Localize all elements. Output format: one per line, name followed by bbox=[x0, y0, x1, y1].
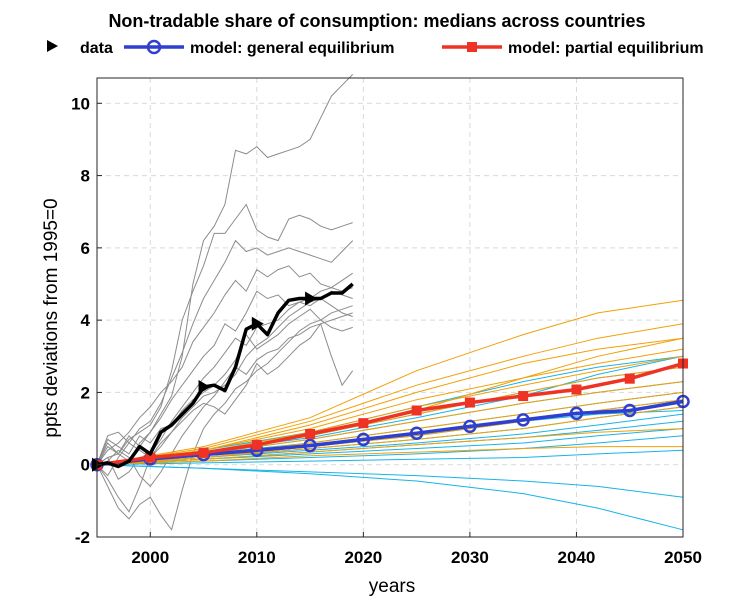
country-data-line bbox=[96, 203, 353, 465]
country-partial-line bbox=[96, 348, 684, 466]
country-data-line bbox=[96, 308, 353, 465]
point-partial bbox=[411, 405, 422, 416]
country-data-line bbox=[96, 322, 354, 465]
x-tick-label: 2040 bbox=[558, 548, 596, 567]
point-data bbox=[251, 316, 264, 331]
y-tick-label: 6 bbox=[81, 239, 90, 258]
country-general-line bbox=[96, 449, 684, 466]
legend-entry-partial-equilibrium: model: partial equilibrium bbox=[442, 40, 704, 57]
chart-title: Non-tradable share of consumption: media… bbox=[108, 11, 645, 31]
country-data-line bbox=[96, 239, 354, 477]
main-series bbox=[90, 282, 690, 472]
y-tick-label: 2 bbox=[81, 383, 90, 402]
point-partial bbox=[624, 373, 635, 384]
point-data bbox=[305, 291, 318, 306]
y-tick-label: 4 bbox=[81, 311, 91, 330]
country-lines bbox=[96, 74, 684, 531]
y-tick-label: 10 bbox=[71, 94, 90, 113]
x-axis-label: years bbox=[369, 576, 415, 597]
legend-marker-circle-icon bbox=[146, 39, 162, 55]
x-tick-label: 2000 bbox=[131, 548, 169, 567]
legend-marker-triangle-icon bbox=[47, 40, 58, 52]
point-general bbox=[516, 413, 530, 427]
point-general bbox=[463, 419, 477, 434]
x-tick-label: 2020 bbox=[344, 548, 382, 567]
point-data bbox=[198, 380, 211, 395]
country-data-line bbox=[96, 265, 353, 465]
point-partial bbox=[305, 428, 316, 439]
legend: data model: general equilibrium model: p… bbox=[47, 39, 704, 57]
legend-label-data: data bbox=[80, 40, 113, 57]
point-general bbox=[569, 406, 584, 421]
y-tick-label: 8 bbox=[81, 167, 90, 186]
country-data-line bbox=[96, 312, 353, 488]
point-partial bbox=[571, 384, 582, 395]
country-partial-line bbox=[96, 337, 684, 466]
point-general bbox=[356, 432, 371, 447]
y-axis-label: ppts deviations from 1995=0 bbox=[41, 198, 62, 437]
country-general-line bbox=[96, 464, 684, 531]
plot-frame bbox=[96, 77, 684, 538]
country-partial-line bbox=[96, 299, 684, 466]
legend-label-general: model: general equilibrium bbox=[190, 40, 394, 57]
point-partial bbox=[251, 439, 262, 450]
point-partial bbox=[198, 447, 209, 458]
series-line-partial bbox=[96, 361, 684, 467]
point-general bbox=[303, 438, 317, 453]
y-tick-label: -2 bbox=[75, 528, 90, 547]
y-tick-label: 0 bbox=[81, 456, 90, 475]
point-partial bbox=[358, 418, 369, 429]
legend-entry-general-equilibrium: model: general equilibrium bbox=[124, 39, 394, 57]
point-partial bbox=[464, 397, 475, 408]
point-partial bbox=[518, 391, 529, 402]
country-data-line bbox=[96, 74, 354, 466]
legend-entry-data: data bbox=[47, 40, 113, 57]
x-tick-label: 2030 bbox=[451, 548, 489, 567]
point-general bbox=[409, 426, 424, 441]
legend-label-partial: model: partial equilibrium bbox=[508, 40, 704, 57]
country-data-line bbox=[96, 305, 353, 531]
point-general bbox=[622, 403, 637, 418]
x-tick-label: 2010 bbox=[238, 548, 276, 567]
ticks: 2000 2010 2020 2030 2040 2050 -2 0 2 4 6 8 10 bbox=[71, 94, 702, 567]
legend-marker-square-icon bbox=[467, 42, 477, 52]
x-tick-label: 2050 bbox=[664, 548, 702, 567]
point-partial bbox=[145, 452, 156, 463]
